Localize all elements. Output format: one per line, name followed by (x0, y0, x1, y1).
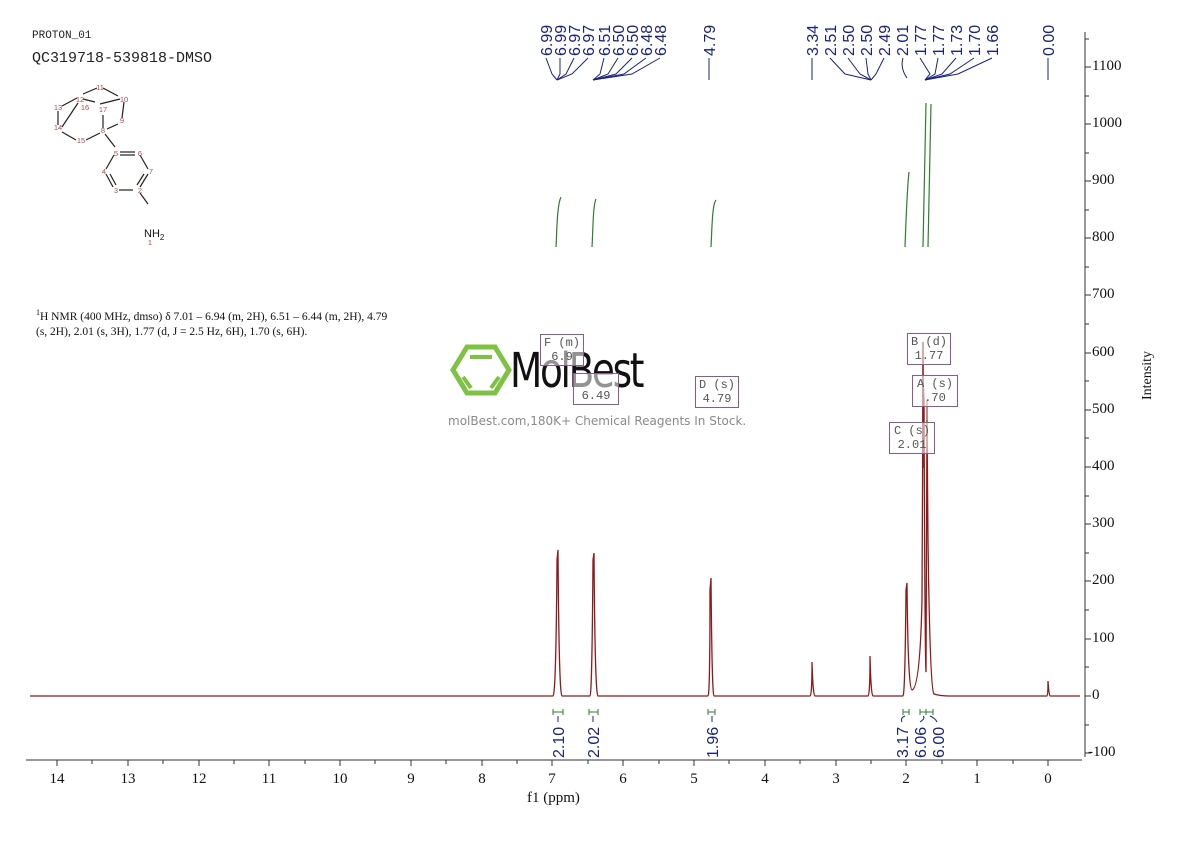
molecule-structure: 11 10 12 16 17 13 9 14 8 15 5 6 4 7 3 2 … (54, 83, 165, 247)
atom-label: 15 (77, 136, 85, 145)
svg-text:4.79: 4.79 (702, 25, 719, 56)
svg-text:6.99: 6.99 (553, 25, 570, 56)
multiplet-label-a: A (s) .70 (912, 375, 958, 407)
x-tick-label: 14 (49, 771, 65, 787)
integral-curves (555, 102, 932, 248)
y-tick-label: 1100 (1092, 58, 1122, 74)
atom-label: 3 (114, 186, 118, 195)
multiplet-label-e: E (m)6.49 (573, 373, 619, 405)
y-tick-label: 100 (1092, 630, 1115, 646)
molbest-logo-icon (450, 344, 512, 396)
svg-text:6.97: 6.97 (567, 25, 584, 56)
svg-text:6.50: 6.50 (625, 25, 642, 56)
svg-text:1.77: 1.77 (931, 25, 948, 56)
watermark-caption: molBest.com,180K+ Chemical Reagents In S… (448, 414, 747, 428)
atom-label: 2 (138, 186, 142, 195)
svg-text:6.00: 6.00 (931, 727, 948, 758)
integral-markers (552, 709, 934, 715)
atom-label: 12 (76, 95, 84, 104)
svg-text:1.96: 1.96 (705, 727, 722, 758)
svg-text:2.02: 2.02 (586, 727, 603, 758)
atom-label: 5 (114, 149, 118, 158)
svg-text:2.50: 2.50 (841, 25, 858, 56)
svg-text:6.51: 6.51 (597, 25, 614, 56)
y-tick-label: 0 (1092, 687, 1100, 703)
x-tick-label: 9 (407, 771, 415, 787)
atom-label: 10 (120, 95, 128, 104)
y-tick-label: 300 (1092, 515, 1115, 531)
atom-label: 8 (101, 126, 105, 135)
y-tick-label: 400 (1092, 458, 1115, 474)
x-tick-label: 10 (332, 771, 348, 787)
svg-text:2.01: 2.01 (895, 25, 912, 56)
integral-values: 2.10 2.02 1.96 3.17 6.06 6.00 (551, 727, 948, 758)
nmr-description-text: H NMR (400 MHz, dmso) δ 7.01 – 6.94 (m, … (36, 310, 388, 338)
x-tick-label: 2 (902, 771, 910, 787)
peak-labels: 6.99 6.99 6.97 6.97 6.51 6.50 6.50 6.48 … (539, 25, 1058, 56)
atom-label: 4 (102, 167, 106, 176)
svg-text:6.06: 6.06 (913, 727, 930, 758)
multiplet-label-b: B (d) 1.77 (907, 333, 951, 365)
x-tick-label: 13 (120, 771, 136, 787)
svg-text:3.34: 3.34 (805, 25, 822, 56)
nmr-isotope-superscript: 1 (36, 308, 40, 317)
svg-text:2.51: 2.51 (823, 25, 840, 56)
y-tick-label: 700 (1092, 286, 1115, 302)
svg-text:6.99: 6.99 (539, 25, 556, 56)
y-tick-label: 600 (1092, 344, 1115, 360)
peak-label-leaders (545, 57, 1049, 81)
svg-text:6.50: 6.50 (611, 25, 628, 56)
atom-label: 1 (148, 238, 152, 247)
svg-text:1.77: 1.77 (913, 25, 930, 56)
svg-text:6.48: 6.48 (639, 25, 656, 56)
svg-text:1.70: 1.70 (967, 25, 984, 56)
x-tick-label: 6 (619, 771, 627, 787)
x-axis (26, 759, 1082, 766)
x-tick-label: 3 (832, 771, 840, 787)
multiplet-label-f: F (m) 6.9 (540, 334, 584, 366)
y-tick-label: 800 (1092, 229, 1115, 245)
svg-text:1.66: 1.66 (985, 25, 1002, 56)
svg-text:3.17: 3.17 (895, 727, 912, 758)
atom-label: 7 (149, 167, 153, 176)
atom-label: 17 (99, 105, 107, 114)
x-tick-label: 8 (478, 771, 486, 787)
multiplet-label-c: C (s) 2.01 (889, 422, 935, 454)
svg-text:6.48: 6.48 (653, 25, 670, 56)
spectrum-trace (30, 379, 1080, 697)
y-tick-label: 500 (1092, 401, 1115, 417)
y-tick-label: -100 (1088, 744, 1116, 760)
svg-text:0.00: 0.00 (1041, 25, 1058, 56)
x-tick-label: 0 (1044, 771, 1052, 787)
x-tick-label: 7 (548, 771, 556, 787)
x-tick-label: 4 (761, 771, 769, 787)
y-axis-title: Intensity (1140, 351, 1155, 400)
atom-label: 13 (54, 103, 62, 112)
x-axis-title: f1 (ppm) (527, 790, 580, 806)
atom-label: 6 (138, 149, 142, 158)
amine-group-label: NH2 (144, 228, 165, 242)
x-tick-label: 5 (690, 771, 698, 787)
svg-text:2.49: 2.49 (877, 25, 894, 56)
nmr-description: 1H NMR (400 MHz, dmso) δ 7.01 – 6.94 (m,… (36, 305, 401, 340)
sample-id: QC319718-539818-DMSO (32, 50, 213, 67)
atom-label: 9 (120, 116, 124, 125)
y-tick-label: 200 (1092, 572, 1115, 588)
svg-text:6.97: 6.97 (581, 25, 598, 56)
svg-text:1.73: 1.73 (949, 25, 966, 56)
y-tick-label: 1000 (1092, 115, 1122, 131)
experiment-name: PROTON_01 (32, 30, 92, 42)
y-axis (1084, 32, 1091, 757)
svg-text:2.50: 2.50 (859, 25, 876, 56)
svg-text:2.10: 2.10 (551, 727, 568, 758)
x-tick-label: 11 (261, 771, 277, 787)
x-tick-label: 12 (191, 771, 207, 787)
atom-label: 11 (96, 83, 104, 92)
multiplet-label-d: D (s) 4.79 (695, 376, 739, 408)
y-tick-label: 900 (1092, 172, 1115, 188)
atom-label: 16 (81, 103, 89, 112)
x-tick-label: 1 (973, 771, 981, 787)
atom-label: 14 (54, 123, 62, 132)
